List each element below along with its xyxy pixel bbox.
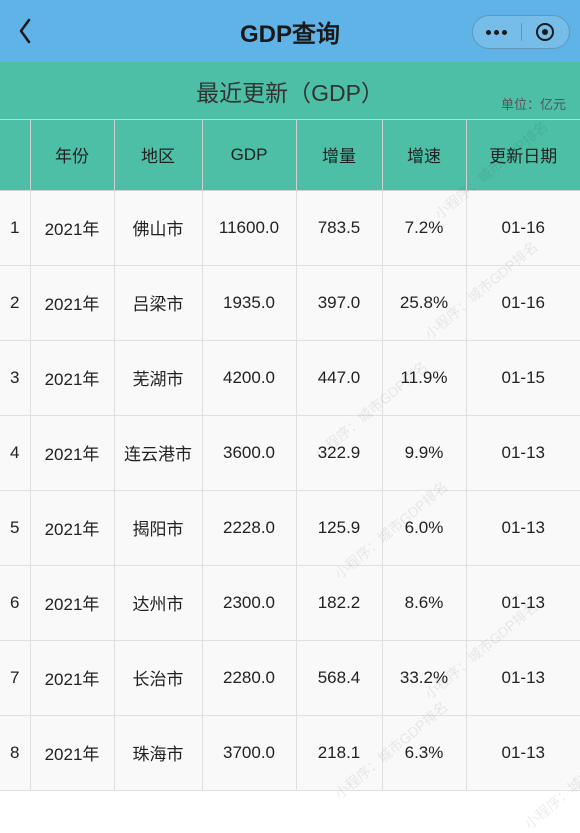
cell-index: 2 xyxy=(0,265,30,340)
header-year: 年份 xyxy=(30,120,114,190)
header-gdp: GDP xyxy=(202,120,296,190)
cell-index: 3 xyxy=(0,340,30,415)
cell-year: 2021年 xyxy=(30,340,114,415)
cell-region: 吕梁市 xyxy=(114,265,202,340)
cell-region: 长治市 xyxy=(114,640,202,715)
header-date: 更新日期 xyxy=(466,120,580,190)
cell-gdp: 3700.0 xyxy=(202,715,296,790)
cell-date: 01-15 xyxy=(466,340,580,415)
cell-index: 4 xyxy=(0,415,30,490)
cell-index: 6 xyxy=(0,565,30,640)
header-rate: 增速 xyxy=(382,120,466,190)
cell-gdp: 3600.0 xyxy=(202,415,296,490)
subtitle-bar: 最近更新（GDP） 单位：亿元 xyxy=(0,62,580,120)
back-button[interactable] xyxy=(0,0,50,62)
miniapp-capsule xyxy=(472,15,570,49)
cell-gdp: 2280.0 xyxy=(202,640,296,715)
header-region: 地区 xyxy=(114,120,202,190)
table-header-row: 年份 地区 GDP 增量 增速 更新日期 xyxy=(0,120,580,190)
cell-rate: 33.2% xyxy=(382,640,466,715)
cell-year: 2021年 xyxy=(30,715,114,790)
cell-date: 01-16 xyxy=(466,190,580,265)
cell-index: 7 xyxy=(0,640,30,715)
cell-gdp: 2300.0 xyxy=(202,565,296,640)
more-icon xyxy=(486,30,507,35)
table-row[interactable]: 42021年连云港市3600.0322.99.9%01-13 xyxy=(0,415,580,490)
cell-year: 2021年 xyxy=(30,565,114,640)
cell-increment: 322.9 xyxy=(296,415,382,490)
cell-increment: 218.1 xyxy=(296,715,382,790)
subtitle-text: 最近更新（GDP） xyxy=(196,74,384,108)
cell-date: 01-13 xyxy=(466,640,580,715)
table-row[interactable]: 12021年佛山市11600.0783.57.2%01-16 xyxy=(0,190,580,265)
gdp-table: 年份 地区 GDP 增量 增速 更新日期 12021年佛山市11600.0783… xyxy=(0,120,580,791)
table-row[interactable]: 82021年珠海市3700.0218.16.3%01-13 xyxy=(0,715,580,790)
navbar: GDP查询 xyxy=(0,0,580,62)
cell-year: 2021年 xyxy=(30,415,114,490)
cell-rate: 6.3% xyxy=(382,715,466,790)
cell-gdp: 2228.0 xyxy=(202,490,296,565)
table-row[interactable]: 72021年长治市2280.0568.433.2%01-13 xyxy=(0,640,580,715)
cell-date: 01-13 xyxy=(466,490,580,565)
menu-button[interactable] xyxy=(473,16,521,48)
cell-date: 01-13 xyxy=(466,415,580,490)
cell-increment: 125.9 xyxy=(296,490,382,565)
cell-year: 2021年 xyxy=(30,640,114,715)
cell-region: 揭阳市 xyxy=(114,490,202,565)
cell-region: 珠海市 xyxy=(114,715,202,790)
cell-year: 2021年 xyxy=(30,490,114,565)
cell-date: 01-13 xyxy=(466,565,580,640)
cell-increment: 447.0 xyxy=(296,340,382,415)
cell-region: 达州市 xyxy=(114,565,202,640)
cell-increment: 783.5 xyxy=(296,190,382,265)
cell-gdp: 11600.0 xyxy=(202,190,296,265)
cell-increment: 568.4 xyxy=(296,640,382,715)
cell-date: 01-13 xyxy=(466,715,580,790)
cell-rate: 8.6% xyxy=(382,565,466,640)
table-row[interactable]: 22021年吕梁市1935.0397.025.8%01-16 xyxy=(0,265,580,340)
cell-year: 2021年 xyxy=(30,265,114,340)
cell-index: 5 xyxy=(0,490,30,565)
chevron-left-icon xyxy=(17,17,33,45)
cell-gdp: 1935.0 xyxy=(202,265,296,340)
cell-rate: 7.2% xyxy=(382,190,466,265)
cell-region: 芜湖市 xyxy=(114,340,202,415)
header-increment: 增量 xyxy=(296,120,382,190)
page-title: GDP查询 xyxy=(240,14,340,49)
cell-rate: 6.0% xyxy=(382,490,466,565)
table-row[interactable]: 52021年揭阳市2228.0125.96.0%01-13 xyxy=(0,490,580,565)
cell-increment: 397.0 xyxy=(296,265,382,340)
table-row[interactable]: 62021年达州市2300.0182.28.6%01-13 xyxy=(0,565,580,640)
cell-gdp: 4200.0 xyxy=(202,340,296,415)
cell-rate: 25.8% xyxy=(382,265,466,340)
cell-index: 8 xyxy=(0,715,30,790)
header-index xyxy=(0,120,30,190)
cell-region: 佛山市 xyxy=(114,190,202,265)
unit-label: 单位：亿元 xyxy=(501,94,566,113)
close-button[interactable] xyxy=(522,16,570,48)
cell-rate: 9.9% xyxy=(382,415,466,490)
table-row[interactable]: 32021年芜湖市4200.0447.011.9%01-15 xyxy=(0,340,580,415)
cell-rate: 11.9% xyxy=(382,340,466,415)
cell-region: 连云港市 xyxy=(114,415,202,490)
cell-increment: 182.2 xyxy=(296,565,382,640)
cell-year: 2021年 xyxy=(30,190,114,265)
target-icon xyxy=(536,23,554,41)
cell-index: 1 xyxy=(0,190,30,265)
cell-date: 01-16 xyxy=(466,265,580,340)
